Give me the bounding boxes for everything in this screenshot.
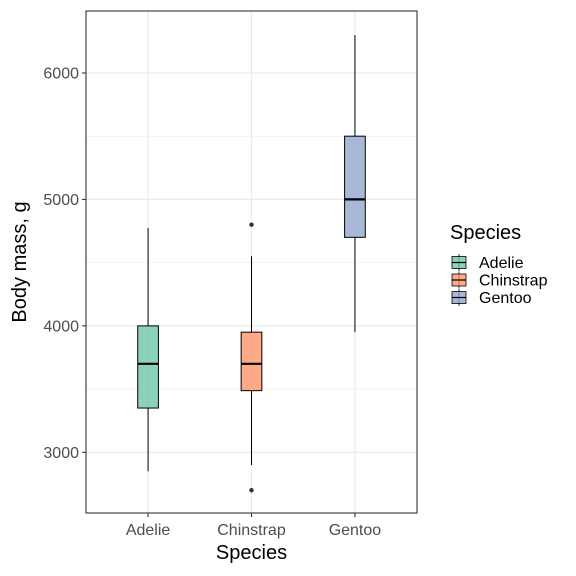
box-adelie <box>137 227 159 472</box>
box-gentoo <box>344 35 366 333</box>
x-axis: Adelie Chinstrap Gentoo <box>126 513 381 539</box>
y-tick-label-5000: 5000 <box>43 192 79 209</box>
y-tick-label-6000: 6000 <box>43 65 79 82</box>
x-axis-title: Species <box>216 542 287 564</box>
y-tick-label-4000: 4000 <box>43 318 79 335</box>
y-axis-title: Body mass, g <box>9 201 31 322</box>
legend-item-gentoo: Gentoo <box>451 289 532 307</box>
legend-label-gentoo: Gentoo <box>479 290 532 307</box>
outlier-point-chinstrap <box>249 488 254 493</box>
x-tick-label-chinstrap: Chinstrap <box>217 522 286 539</box>
legend-label-adelie: Adelie <box>479 255 524 272</box>
y-tick-label-3000: 3000 <box>43 445 79 462</box>
box-series <box>137 35 366 493</box>
box-chinstrap <box>240 222 263 493</box>
box-iqr-chinstrap <box>240 331 263 392</box>
legend-title: Species <box>450 222 521 244</box>
legend-item-chinstrap: Chinstrap <box>451 271 548 290</box>
box-iqr-gentoo <box>344 135 366 238</box>
legend-label-chinstrap: Chinstrap <box>479 273 548 290</box>
outlier-point-chinstrap <box>249 222 254 227</box>
x-tick-label-gentoo: Gentoo <box>329 522 382 539</box>
y-axis: 3000 4000 5000 6000 <box>43 65 86 462</box>
x-tick-label-adelie: Adelie <box>126 522 171 539</box>
legend-item-adelie: Adelie <box>451 254 524 272</box>
box-iqr-adelie <box>137 325 159 409</box>
